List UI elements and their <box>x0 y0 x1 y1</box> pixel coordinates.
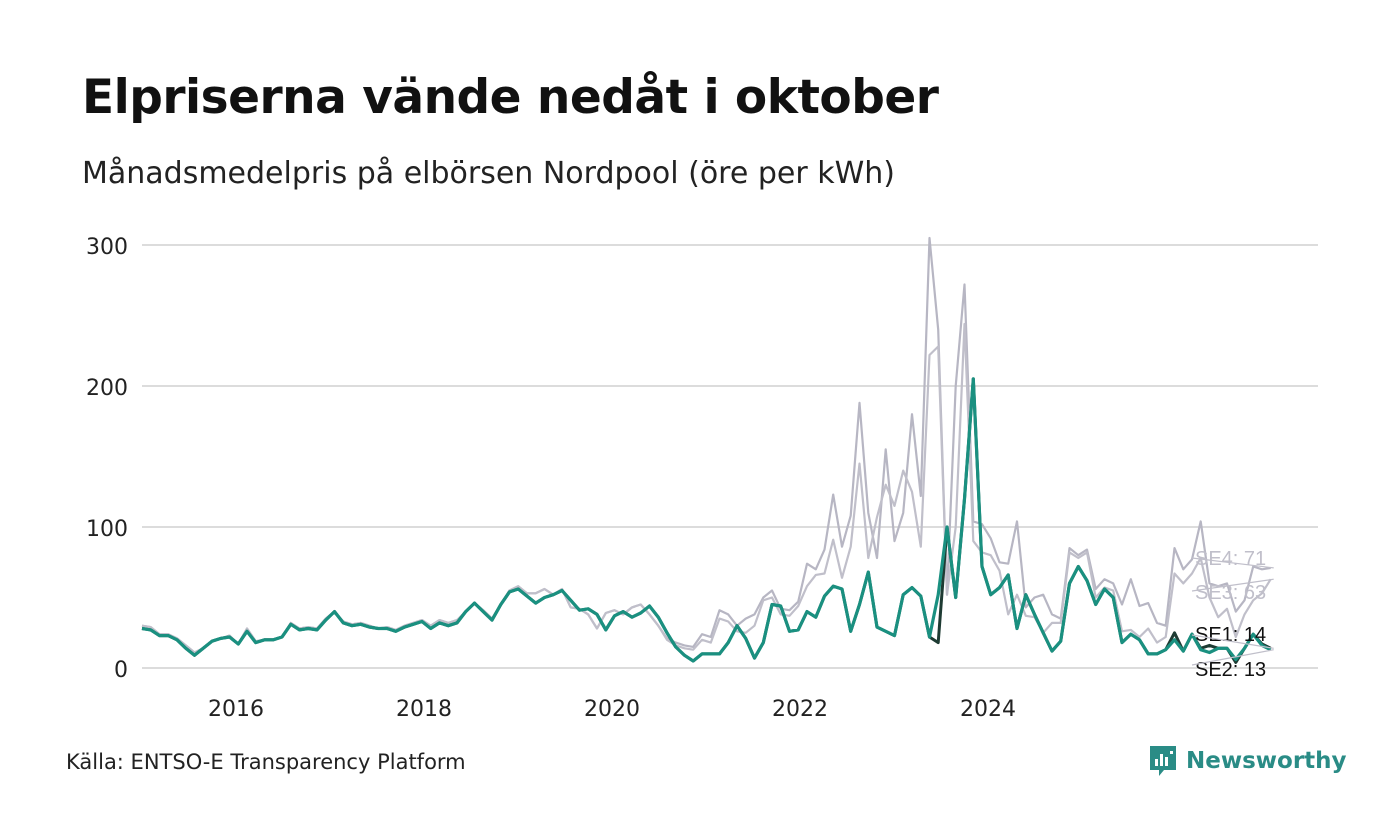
y-tick-label-0: 0 <box>114 658 128 683</box>
x-tick-label-2018: 2018 <box>396 697 452 722</box>
grid-lines <box>142 244 1318 669</box>
end-label-se4: SE4: 71 <box>1195 548 1266 570</box>
y-tick-label-300: 300 <box>86 235 128 260</box>
end-label-se2: SE2: 13 <box>1195 659 1266 681</box>
newsworthy-logo-icon <box>1150 746 1176 776</box>
series-line-se2 <box>141 377 1272 663</box>
x-axis: 2016 2018 2020 2022 2024 <box>208 697 1016 722</box>
x-tick-label-2020: 2020 <box>584 697 640 722</box>
y-axis: 300 200 100 0 <box>86 235 128 683</box>
end-labels: SE4: 71 SE3: 63 SE1: 14 SE2: 13 <box>1191 548 1274 681</box>
series-line-se3 <box>141 322 1272 654</box>
brand-name: Newsworthy <box>1186 748 1347 774</box>
series-lines <box>141 236 1272 664</box>
y-tick-label-100: 100 <box>86 517 128 542</box>
series-line-se1 <box>141 377 1272 664</box>
chart-subtitle: Månadsmedelpris på elbörsen Nordpool (ör… <box>82 156 895 191</box>
y-tick-label-200: 200 <box>86 376 128 401</box>
x-tick-label-2022: 2022 <box>772 697 828 722</box>
end-label-se1: SE1: 14 <box>1195 624 1266 646</box>
leader-line-se1 <box>1191 634 1274 649</box>
x-tick-label-2016: 2016 <box>208 697 264 722</box>
chart-title: Elpriserna vände nedåt i oktober <box>82 70 939 125</box>
leader-line-se3 <box>1191 578 1274 592</box>
leader-line-se2 <box>1191 649 1274 666</box>
leader-line-se4 <box>1191 557 1274 569</box>
x-tick-label-2024: 2024 <box>960 697 1016 722</box>
brand-logo[interactable]: Newsworthy <box>1148 744 1347 778</box>
line-chart: 300 200 100 0 2016 2018 2020 2022 2024 S… <box>86 235 1318 722</box>
source-note: Källa: ENTSO-E Transparency Platform <box>66 750 466 774</box>
